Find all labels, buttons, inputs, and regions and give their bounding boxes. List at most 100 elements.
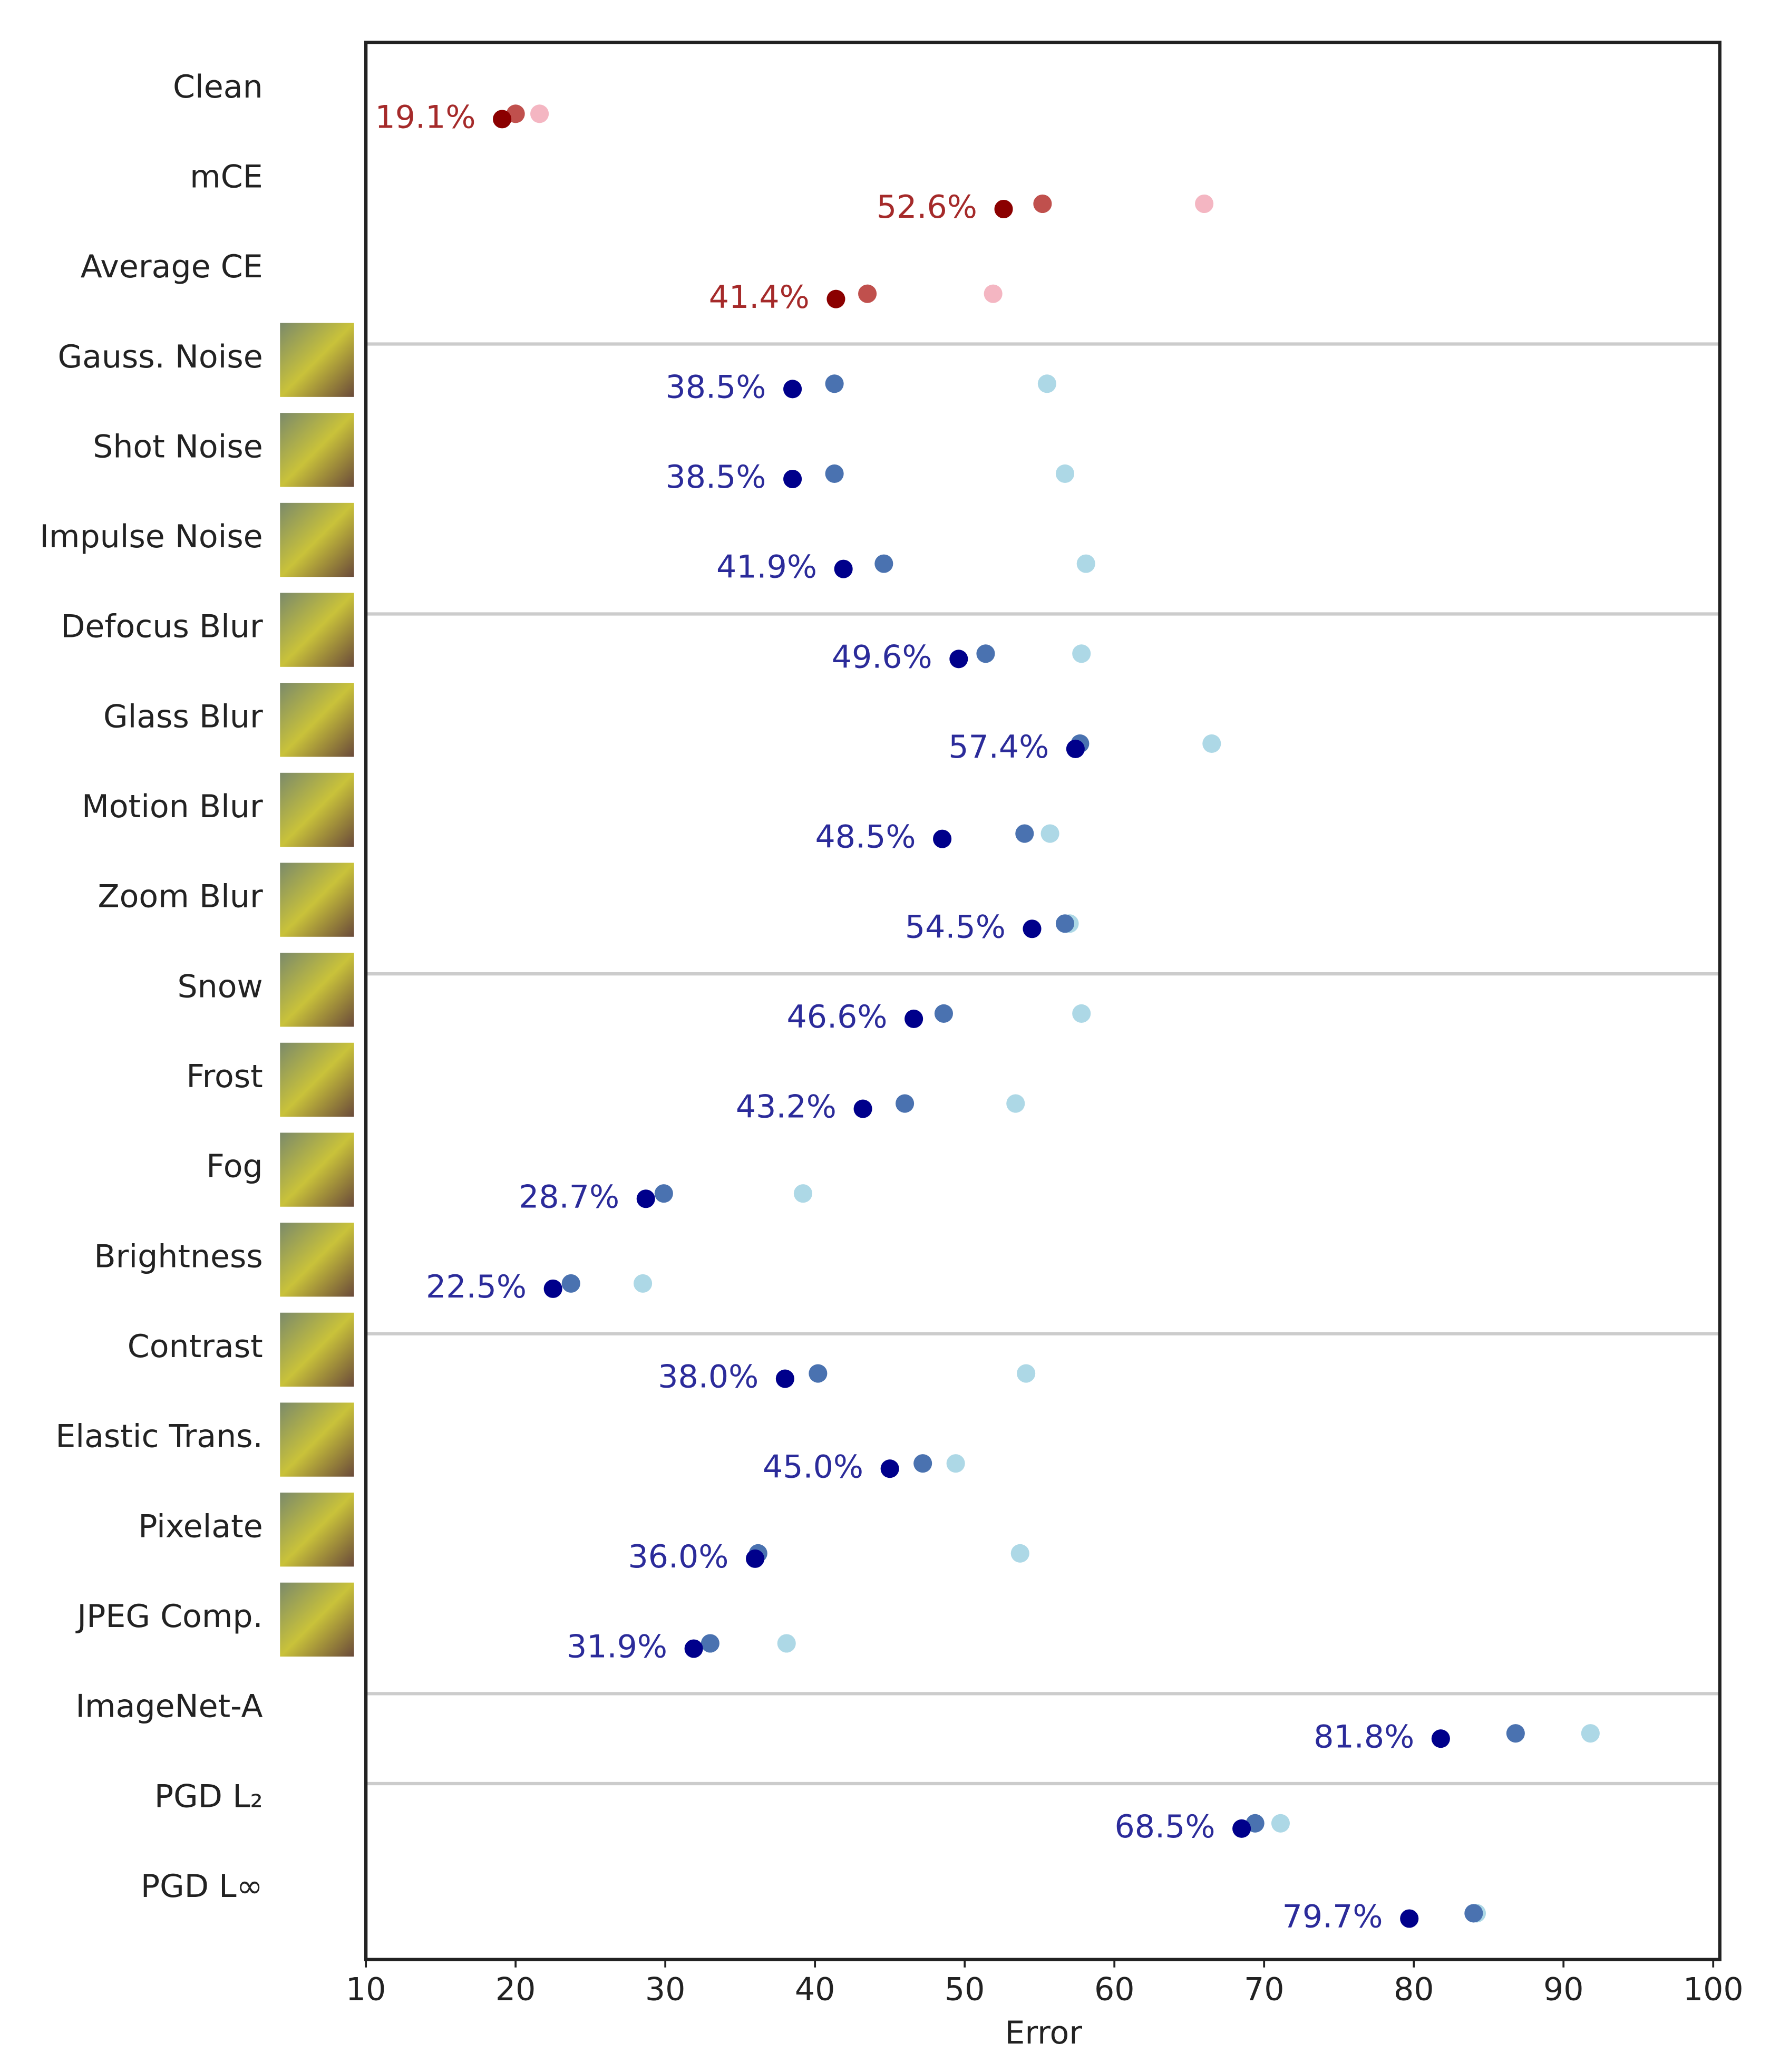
- dot: [934, 1004, 953, 1023]
- x-tick-label: 30: [645, 1971, 686, 2008]
- dot: [896, 1094, 915, 1113]
- dot: [834, 559, 853, 578]
- dot: [826, 289, 845, 308]
- dot: [1431, 1729, 1450, 1748]
- dot: [1033, 194, 1052, 214]
- dot: [1015, 824, 1034, 843]
- x-tick-label: 50: [945, 1971, 985, 2008]
- thumbnail: [280, 1132, 354, 1207]
- dot: [1581, 1724, 1600, 1743]
- category-label: Fog: [206, 1148, 262, 1185]
- dot: [880, 1459, 899, 1478]
- category-label: Frost: [186, 1058, 262, 1095]
- value-label: 49.6%: [832, 638, 932, 675]
- dot: [684, 1639, 703, 1658]
- thumbnail: [280, 502, 354, 577]
- thumbnail: [280, 413, 354, 487]
- thumbnail: [280, 1223, 354, 1297]
- value-label: 38.5%: [665, 459, 766, 496]
- dot: [701, 1634, 719, 1653]
- thumbnail: [280, 683, 354, 757]
- value-label: 43.2%: [736, 1089, 837, 1126]
- category-label: Motion Blur: [82, 788, 263, 825]
- dot: [1055, 464, 1075, 483]
- x-axis-label: Error: [1005, 2015, 1082, 2051]
- dot: [976, 644, 995, 663]
- x-tick-label: 40: [795, 1971, 835, 2008]
- x-tick-label: 70: [1244, 1971, 1285, 2008]
- dot: [543, 1279, 562, 1298]
- dot: [654, 1184, 673, 1203]
- dot: [1055, 914, 1075, 933]
- dot: [913, 1454, 932, 1473]
- thumbnail: [280, 593, 354, 667]
- category-label: Contrast: [128, 1328, 263, 1365]
- dot: [793, 1184, 813, 1203]
- category-label: Clean: [173, 69, 263, 105]
- dot: [783, 469, 802, 489]
- dot: [994, 199, 1013, 219]
- value-label: 31.9%: [567, 1629, 667, 1666]
- category-label: ImageNet-A: [75, 1688, 262, 1725]
- dot: [1506, 1724, 1525, 1743]
- value-label: 81.8%: [1314, 1718, 1414, 1755]
- x-tick-label: 20: [495, 1971, 536, 2008]
- dot: [874, 554, 893, 573]
- category-label: Gauss. Noise: [57, 338, 262, 375]
- category-label: Zoom Blur: [98, 878, 263, 915]
- x-tick-label: 60: [1094, 1971, 1135, 2008]
- value-label: 48.5%: [815, 819, 916, 856]
- value-label: 41.9%: [716, 549, 817, 586]
- value-label: 36.0%: [628, 1538, 728, 1575]
- thumbnail: [280, 772, 354, 847]
- category-label: Impulse Noise: [40, 518, 263, 555]
- dot: [825, 464, 844, 483]
- dot: [634, 1274, 653, 1293]
- value-label: 38.5%: [665, 369, 766, 405]
- dot: [1017, 1364, 1036, 1383]
- dot: [984, 284, 1003, 303]
- category-label: PGD L₂: [154, 1778, 263, 1815]
- thumbnail: [280, 1493, 354, 1567]
- dot: [1271, 1814, 1290, 1833]
- dot: [561, 1274, 580, 1293]
- dot: [530, 104, 549, 123]
- dot: [1040, 824, 1059, 843]
- value-label: 57.4%: [948, 729, 1049, 766]
- value-label: 68.5%: [1114, 1808, 1215, 1845]
- value-label: 52.6%: [877, 189, 977, 226]
- value-label: 54.5%: [905, 908, 1006, 945]
- dot: [858, 284, 877, 303]
- value-label: 46.6%: [786, 999, 887, 1035]
- value-label: 45.0%: [763, 1448, 863, 1485]
- dot: [746, 1549, 765, 1568]
- dot: [1232, 1819, 1251, 1838]
- value-label: 41.4%: [709, 279, 810, 316]
- dot: [1202, 734, 1221, 753]
- value-label: 19.1%: [375, 99, 475, 135]
- category-label: Shot Noise: [93, 428, 263, 465]
- dot: [946, 1454, 965, 1473]
- category-label: JPEG Comp.: [75, 1598, 262, 1635]
- value-label: 79.7%: [1282, 1899, 1383, 1935]
- x-tick-label: 10: [346, 1971, 386, 2008]
- dot: [933, 829, 952, 848]
- thumbnail: [280, 1042, 354, 1117]
- dot: [1006, 1094, 1025, 1113]
- dot: [775, 1369, 794, 1388]
- thumbnail: [280, 863, 354, 937]
- dot: [825, 374, 844, 393]
- dot: [809, 1364, 828, 1383]
- category-label: PGD L∞: [141, 1868, 263, 1905]
- category-label: Average CE: [81, 248, 263, 285]
- x-tick-label: 100: [1683, 1971, 1744, 2008]
- dot: [1066, 739, 1085, 758]
- dot: [1076, 554, 1095, 573]
- dot: [1023, 919, 1042, 938]
- category-label: Glass Blur: [103, 698, 263, 735]
- category-label: Elastic Trans.: [55, 1418, 262, 1455]
- thumbnail: [280, 953, 354, 1027]
- thumbnail: [280, 1312, 354, 1387]
- dot: [636, 1189, 655, 1208]
